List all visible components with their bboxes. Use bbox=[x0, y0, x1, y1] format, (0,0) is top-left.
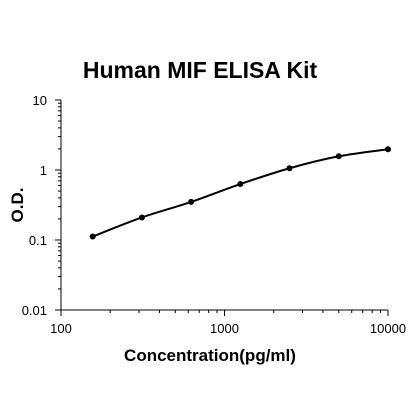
data-point bbox=[188, 198, 195, 205]
x-tick-label: 10000 bbox=[370, 321, 406, 336]
x-axis-label: Concentration(pg/ml) bbox=[124, 346, 296, 365]
series-line bbox=[92, 148, 389, 238]
chart-title: Human MIF ELISA Kit bbox=[82, 57, 318, 83]
data-marks bbox=[89, 146, 391, 240]
data-point bbox=[286, 165, 293, 172]
data-point bbox=[237, 181, 244, 188]
y-tick-label: 0.1 bbox=[29, 233, 47, 248]
y-tick-label: 1 bbox=[40, 163, 47, 178]
axes: 100 1000 10000 10 1 0.1 0.01 bbox=[22, 93, 406, 336]
data-point bbox=[335, 153, 342, 160]
data-point bbox=[385, 146, 391, 153]
x-tick-label: 100 bbox=[50, 321, 72, 336]
x-tick-label: 1000 bbox=[210, 321, 239, 336]
y-tick-label: 10 bbox=[33, 93, 47, 108]
data-point bbox=[138, 214, 145, 221]
y-tick-label: 0.01 bbox=[22, 303, 47, 318]
data-point bbox=[89, 233, 96, 240]
